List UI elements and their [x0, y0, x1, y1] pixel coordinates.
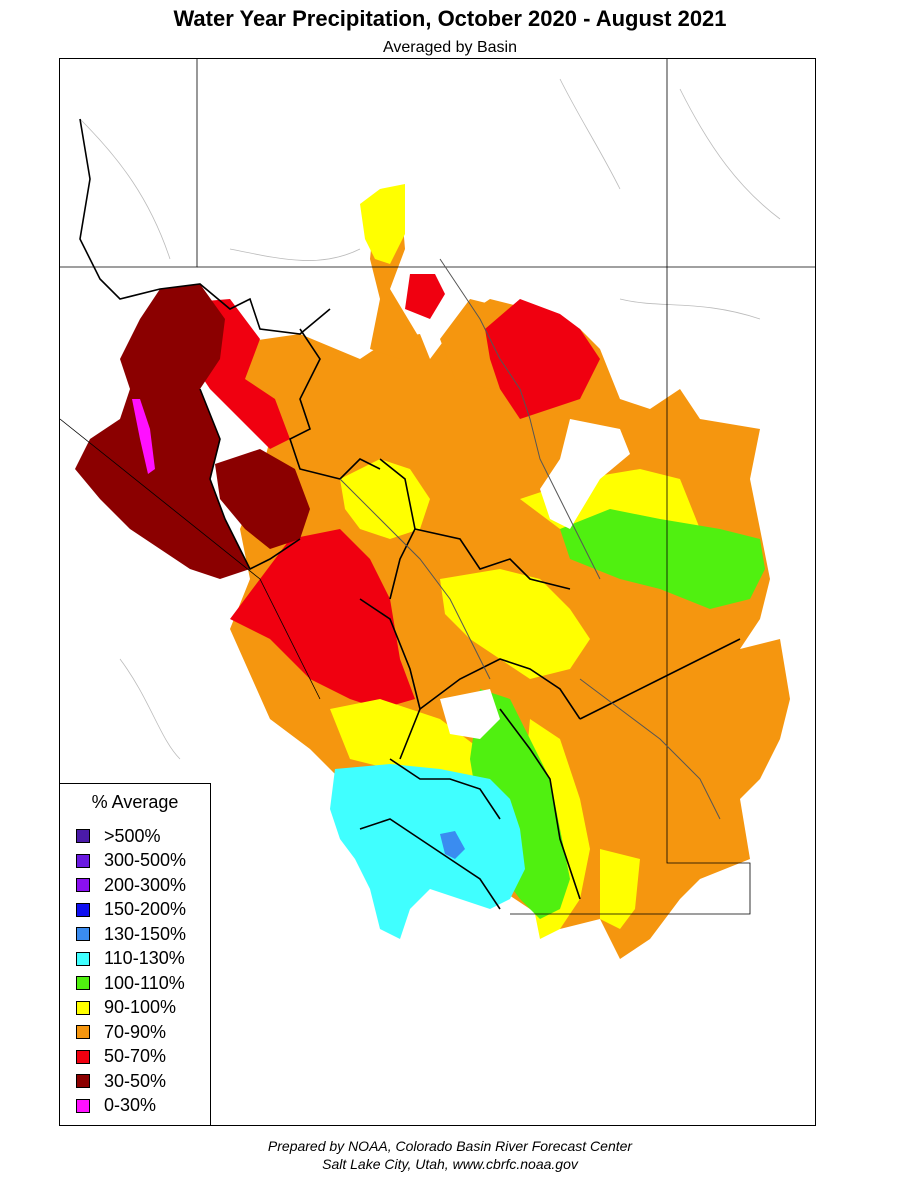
legend-item: 110-130% [76, 947, 186, 972]
legend-item: 0-30% [76, 1094, 186, 1119]
legend-label: 130-150% [104, 923, 187, 944]
legend-item: 30-50% [76, 1069, 186, 1094]
legend-list: >500% 300-500% 200-300% 150-200% 130-150% 110… [76, 824, 186, 1118]
legend-item: 300-500% [76, 849, 186, 874]
legend-swatch [76, 927, 90, 942]
credit: Prepared by NOAA, Colorado Basin River F… [0, 1137, 900, 1173]
legend-label: 110-130% [104, 948, 185, 969]
legend-label: 70-90% [104, 1021, 167, 1042]
region-90-100-north [360, 184, 405, 264]
legend-item: 150-200% [76, 898, 186, 923]
legend-swatch [76, 976, 90, 991]
legend-label: 300-500% [104, 850, 187, 871]
legend-label: 200-300% [104, 874, 187, 895]
legend-swatch [76, 878, 90, 893]
legend: % Average >500% 300-500% 200-300% 150-200% 1… [59, 783, 211, 1126]
legend-label: 100-110% [104, 972, 185, 993]
legend-swatch [76, 853, 90, 868]
region-30-50-center [215, 449, 310, 549]
legend-swatch [76, 951, 90, 966]
legend-label: 50-70% [104, 1046, 167, 1067]
background-rivers [79, 78, 781, 760]
blank-area-1 [540, 419, 630, 529]
credit-line-2: Salt Lake City, Utah, www.cbrfc.noaa.gov [322, 1156, 578, 1172]
legend-swatch [76, 902, 90, 917]
region-90-100-midsouth [440, 569, 590, 679]
legend-item: 200-300% [76, 873, 186, 898]
map-subtitle: Averaged by Basin [382, 39, 517, 56]
basin-boundaries [79, 118, 741, 910]
legend-swatch [76, 1049, 90, 1064]
map-title: Water Year Precipitation, October 2020 -… [173, 6, 727, 31]
legend-swatch [76, 829, 90, 844]
state-boundaries [60, 59, 815, 915]
precipitation-map[interactable] [60, 59, 816, 1126]
region-110-130 [330, 764, 525, 939]
legend-label: 90-100% [104, 997, 177, 1018]
region-130-150 [440, 831, 465, 859]
legend-swatch [76, 1098, 90, 1113]
legend-label: 30-50% [104, 1070, 167, 1091]
region-50-70-east [485, 299, 600, 419]
legend-item: 90-100% [76, 996, 186, 1021]
region-30-50-west [75, 284, 250, 579]
legend-item: 130-150% [76, 922, 186, 947]
legend-item: 50-70% [76, 1045, 186, 1070]
region-50-70-north [405, 274, 445, 319]
legend-label: 150-200% [104, 899, 187, 920]
legend-item: 100-110% [76, 971, 186, 996]
blank-area-2 [440, 689, 500, 739]
legend-item: >500% [76, 824, 186, 849]
rivers [339, 258, 721, 820]
region-50-70-south [230, 529, 415, 709]
legend-title: % Average [91, 792, 179, 812]
legend-label: >500% [104, 825, 161, 846]
region-100-110-east [560, 509, 765, 609]
region-90-100-far-south [600, 849, 640, 929]
credit-line-1: Prepared by NOAA, Colorado Basin River F… [267, 1138, 633, 1154]
region-0-30 [132, 399, 155, 474]
region-90-100-center [340, 459, 430, 539]
legend-swatch [76, 1074, 90, 1089]
legend-item: 70-90% [76, 1020, 186, 1045]
legend-swatch [76, 1025, 90, 1040]
legend-label: 0-30% [104, 1095, 157, 1116]
legend-swatch [76, 1000, 90, 1015]
